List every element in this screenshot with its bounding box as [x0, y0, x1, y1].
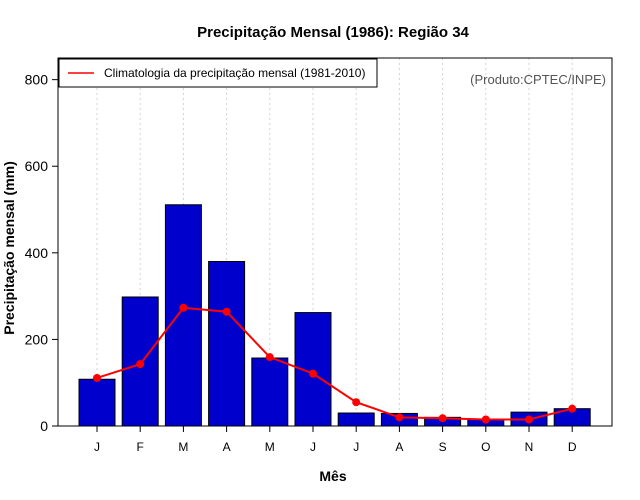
x-tick-label: J	[353, 440, 359, 454]
x-axis-label: Mês	[319, 468, 346, 484]
bar	[78, 378, 116, 427]
legend-entry-climatology: Climatologia da precipitação mensal (198…	[104, 66, 365, 80]
climatology-point	[352, 398, 361, 407]
bars	[78, 204, 591, 427]
x-tick-label: N	[525, 440, 534, 454]
bar	[337, 412, 375, 427]
x-tick-label: A	[395, 440, 403, 454]
x-tick-label: F	[137, 440, 144, 454]
x-tick-label: M	[178, 440, 188, 454]
y-axis: 0 200 400 600 800	[25, 72, 58, 434]
bar	[208, 260, 246, 427]
legend-box	[58, 58, 378, 88]
climatology-series	[93, 303, 577, 424]
climatology-point	[93, 373, 101, 382]
plot-frame	[57, 57, 613, 427]
y-tick-label: 0	[40, 418, 48, 434]
climatology-point	[136, 360, 145, 369]
x-tick-label: J	[94, 440, 100, 454]
climatology-line	[96, 306, 573, 421]
x-tick-label: O	[481, 440, 490, 454]
chart-title: Precipitação Mensal (1986): Região 34	[197, 24, 469, 41]
x-tick-label: D	[568, 440, 577, 454]
climatology-point	[309, 369, 317, 378]
x-tick-label: S	[439, 440, 447, 454]
y-tick-label: 400	[25, 245, 49, 261]
climatology-point	[395, 413, 404, 422]
legend: Climatologia da precipitação mensal (198…	[58, 58, 378, 88]
bar	[251, 357, 289, 427]
bar	[164, 204, 202, 427]
climatology-point	[179, 303, 188, 312]
x-tick-label: A	[223, 440, 231, 454]
climatology-point	[525, 415, 533, 424]
x-tick-label: M	[265, 440, 275, 454]
climatology-point	[265, 353, 274, 362]
climatology-point	[481, 415, 490, 424]
climatology-point	[438, 414, 447, 423]
y-tick-label: 800	[25, 72, 49, 88]
x-tick-label: J	[310, 440, 316, 454]
credit-annotation: (Produto:CPTEC/INPE)	[470, 72, 606, 87]
y-axis-label: Precipitação mensal (mm)	[1, 161, 17, 335]
climatology-point	[222, 307, 231, 316]
climatology-point	[568, 404, 577, 413]
y-tick-label: 200	[25, 331, 49, 347]
y-tick-label: 600	[25, 158, 49, 174]
